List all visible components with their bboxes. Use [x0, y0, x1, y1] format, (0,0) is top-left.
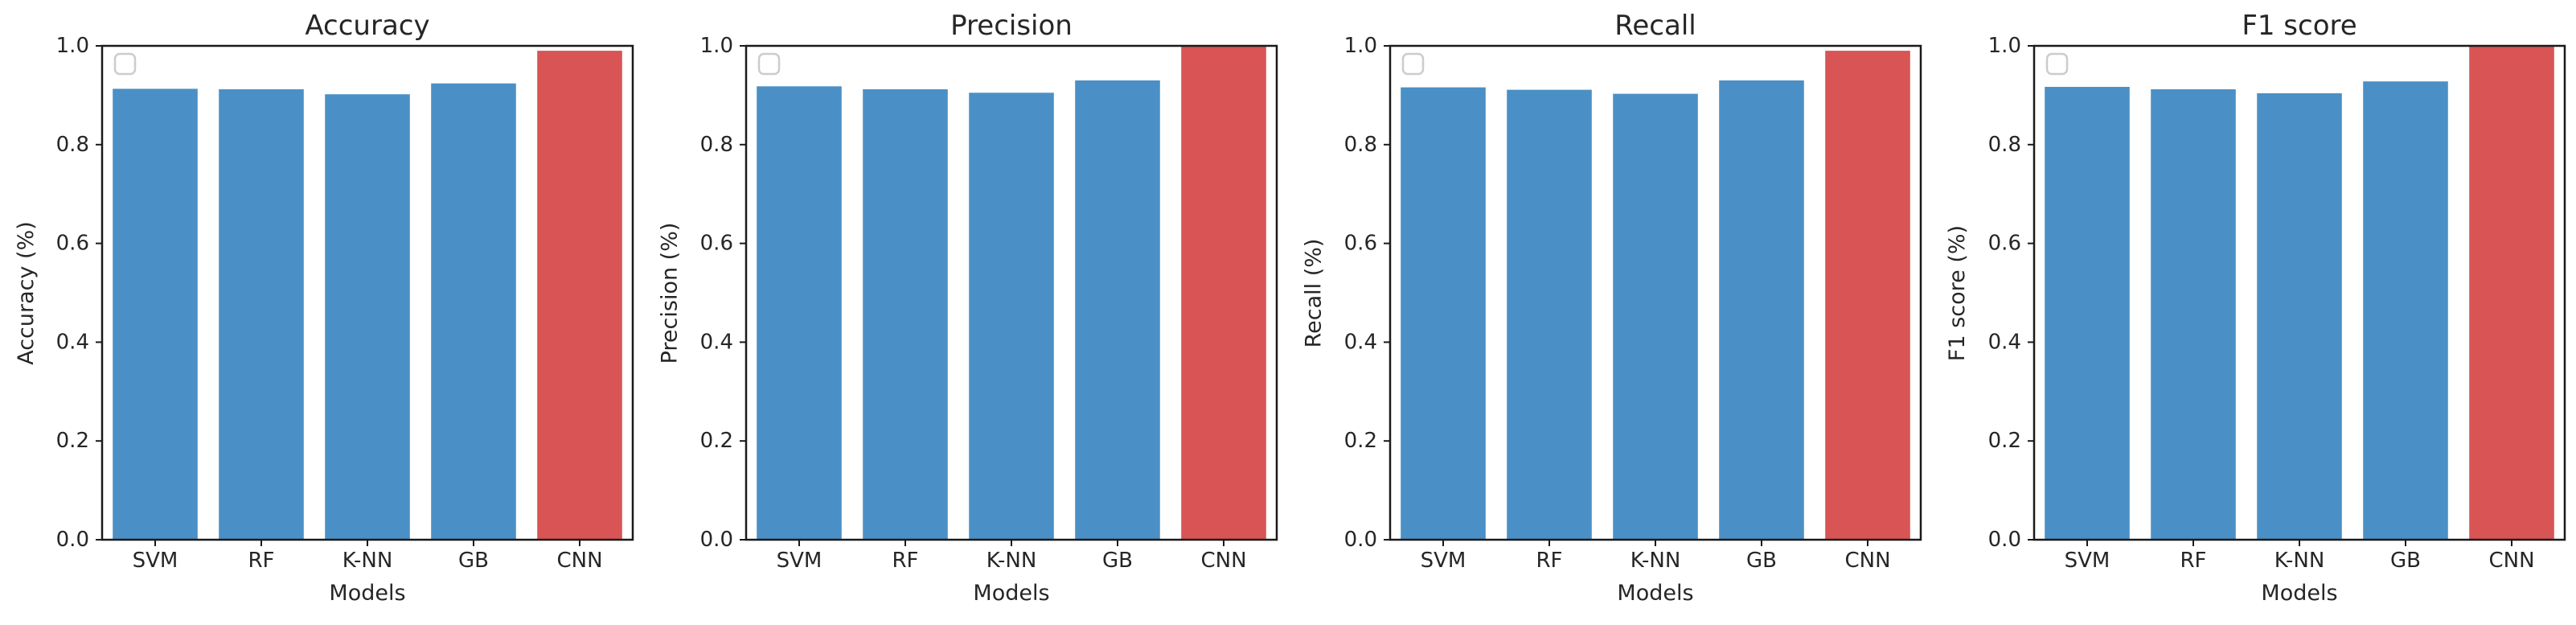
x-tick-label: SVM: [133, 549, 178, 573]
chart-title: Precision: [950, 10, 1073, 42]
y-tick-label: 0.2: [1344, 429, 1377, 453]
bar-cnn: [537, 51, 622, 541]
x-tick-label: CNN: [1200, 549, 1246, 573]
bar-svm: [757, 86, 842, 541]
y-tick-label: 0.4: [1344, 330, 1377, 354]
subplot-precision: 0.0 0.2 0.4 0.6 0.8 1.0 SVM RF K-NN GB CNN Precisi…: [644, 0, 1288, 625]
chart-title: Accuracy: [305, 10, 430, 42]
y-tick-label: 0.0: [1344, 528, 1377, 552]
axes-spines: [744, 44, 1278, 541]
bar-gb: [2363, 81, 2448, 540]
x-tick-label: CNN: [2488, 549, 2534, 573]
y-tick-label: 0.0: [1988, 528, 2021, 552]
x-tick-label: GB: [1746, 549, 1777, 573]
axes-spines: [1388, 44, 1922, 541]
y-axis-label: Precision (%): [657, 222, 683, 364]
chart-title: F1 score: [2242, 10, 2357, 42]
x-tick-label: K-NN: [987, 549, 1037, 573]
x-axis-label: Models: [2261, 581, 2338, 606]
x-tick-label: GB: [458, 549, 489, 573]
y-axis-label-wrap: Precision (%): [649, 46, 691, 540]
bar-k-nn: [325, 94, 410, 540]
x-tick-label: K-NN: [343, 549, 393, 573]
subplot-recall: 0.0 0.2 0.4 0.6 0.8 1.0 SVM RF K-NN GB CNN Recall …: [1288, 0, 1932, 625]
chart-title: Recall: [1614, 10, 1696, 42]
bar-gb: [1075, 80, 1160, 540]
y-tick-label: 0.8: [1344, 133, 1377, 157]
bar-cnn: [1181, 46, 1266, 540]
y-axis-label: F1 score (%): [1945, 224, 1971, 361]
y-tick-label: 0.0: [56, 528, 89, 552]
y-tick-label: 0.6: [1988, 232, 2021, 256]
x-tick-label: CNN: [1844, 549, 1890, 573]
x-tick-label: SVM: [1421, 549, 1466, 573]
y-tick-label: 0.0: [700, 528, 733, 552]
bar-svm: [113, 88, 198, 540]
x-tick-label: RF: [248, 549, 274, 573]
x-tick-label: RF: [892, 549, 918, 573]
chart-canvas-accuracy: 0.0 0.2 0.4 0.6 0.8 1.0 SVM RF K-NN GB CNN: [56, 34, 634, 573]
y-tick-label: 0.2: [700, 429, 733, 453]
x-tick-label: K-NN: [2275, 549, 2325, 573]
y-tick-label: 0.6: [1344, 232, 1377, 256]
y-tick-label: 1.0: [1344, 34, 1377, 58]
x-tick-label: RF: [2180, 549, 2206, 573]
y-axis-label-wrap: Recall (%): [1293, 46, 1335, 540]
bar-svm: [1401, 87, 1486, 541]
chart-canvas-precision: 0.0 0.2 0.4 0.6 0.8 1.0 SVM RF K-NN GB CNN: [700, 34, 1278, 573]
y-axis-label-wrap: F1 score (%): [1937, 46, 1979, 540]
axes-spines: [100, 44, 634, 541]
x-tick-label: RF: [1536, 549, 1562, 573]
x-tick-label: GB: [2390, 549, 2421, 573]
y-tick-label: 0.8: [1988, 133, 2021, 157]
bar-cnn: [2469, 46, 2554, 540]
chart-canvas-f1-score: 0.0 0.2 0.4 0.6 0.8 1.0 SVM RF K-NN GB CNN: [1988, 34, 2566, 573]
y-tick-label: 1.0: [56, 34, 89, 58]
legend-empty-box: [757, 52, 781, 76]
bar-rf: [863, 89, 948, 540]
bar-rf: [2151, 89, 2236, 540]
y-tick-label: 0.4: [56, 330, 89, 354]
bar-k-nn: [969, 93, 1054, 541]
legend-empty-box: [2045, 52, 2069, 76]
bar-rf: [1507, 89, 1592, 541]
y-tick-label: 0.4: [1988, 330, 2021, 354]
y-tick-label: 0.6: [700, 232, 733, 256]
x-axis-label: Models: [1617, 581, 1694, 606]
y-tick-label: 0.2: [56, 429, 89, 453]
y-tick-label: 1.0: [700, 34, 733, 58]
y-axis-label: Recall (%): [1301, 238, 1327, 347]
y-tick-label: 0.8: [700, 133, 733, 157]
y-tick-label: 0.6: [56, 232, 89, 256]
subplot-accuracy: 0.0 0.2 0.4 0.6 0.8 1.0 SVM RF K-NN GB CNN Accurac…: [0, 0, 644, 625]
x-tick-label: K-NN: [1631, 549, 1681, 573]
y-axis-label: Accuracy (%): [13, 220, 39, 365]
bar-rf: [219, 89, 304, 540]
bar-k-nn: [2257, 93, 2342, 540]
y-tick-label: 1.0: [1988, 34, 2021, 58]
legend-empty-box: [1401, 52, 1425, 76]
x-tick-label: SVM: [777, 549, 822, 573]
chart-canvas-recall: 0.0 0.2 0.4 0.6 0.8 1.0 SVM RF K-NN GB CNN: [1344, 34, 1922, 573]
x-tick-label: SVM: [2065, 549, 2110, 573]
x-tick-label: GB: [1102, 549, 1133, 573]
bar-cnn: [1825, 51, 1910, 541]
subplot-f1-score: 0.0 0.2 0.4 0.6 0.8 1.0 SVM RF K-NN GB CNN F1 scor…: [1932, 0, 2576, 625]
bar-k-nn: [1613, 93, 1698, 541]
y-tick-label: 0.2: [1988, 429, 2021, 453]
y-axis-label-wrap: Accuracy (%): [5, 46, 47, 540]
x-tick-label: CNN: [556, 549, 602, 573]
axes-spines: [2032, 44, 2566, 541]
legend-empty-box: [113, 52, 137, 76]
bar-svm: [2045, 87, 2130, 540]
y-tick-label: 0.4: [700, 330, 733, 354]
bar-gb: [431, 83, 516, 540]
x-axis-label: Models: [973, 581, 1050, 606]
x-axis-label: Models: [329, 581, 406, 606]
y-tick-label: 0.8: [56, 133, 89, 157]
bar-gb: [1719, 80, 1804, 540]
